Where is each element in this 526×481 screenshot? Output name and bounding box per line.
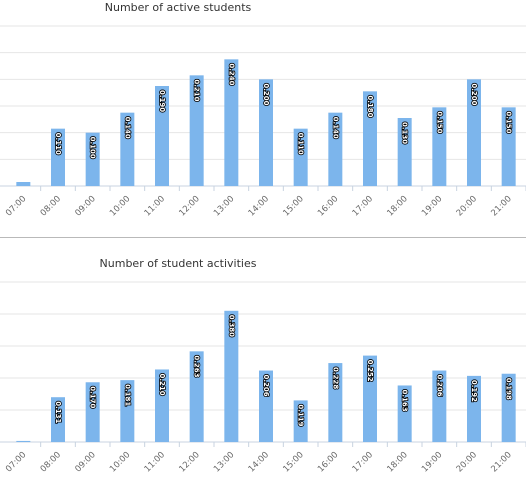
- bar[interactable]: [397, 118, 412, 186]
- bar[interactable]: [363, 91, 377, 186]
- bar[interactable]: [293, 400, 308, 442]
- x-tick-label: 21:00: [489, 194, 513, 218]
- x-tick-label: 14:00: [247, 450, 271, 474]
- x-tick-label: 17:00: [351, 194, 375, 218]
- bar[interactable]: [328, 112, 343, 186]
- x-tick-label: 07:00: [4, 450, 28, 474]
- data-label: 0.200: [470, 83, 478, 105]
- bar[interactable]: [397, 385, 412, 442]
- bar[interactable]: [51, 397, 65, 442]
- x-tick-label: 10:00: [108, 450, 132, 474]
- data-label: 0.190: [158, 90, 166, 112]
- bar[interactable]: [224, 59, 239, 187]
- bar[interactable]: [432, 107, 447, 186]
- data-label: 0.263: [193, 355, 201, 377]
- x-tick-label: 13:00: [212, 194, 236, 218]
- data-label: 0.100: [89, 137, 97, 159]
- bar[interactable]: [501, 107, 516, 186]
- bar[interactable]: [501, 373, 516, 442]
- bar[interactable]: [155, 86, 169, 186]
- x-tick-label: 07:00: [4, 194, 28, 218]
- x-tick-label: 11:00: [143, 194, 167, 218]
- data-label: 0.380: [227, 315, 235, 337]
- x-tick-label: 08:00: [39, 450, 63, 474]
- data-label: 0.131: [54, 401, 62, 423]
- bar[interactable]: [85, 132, 100, 186]
- bar[interactable]: [467, 375, 481, 442]
- active-students-plot: 07:00 08:00 0.110 09:00 0.100 10:00 0.140 11:00…: [0, 25, 526, 218]
- x-tick-label: 08:00: [39, 194, 63, 218]
- data-label: 0.206: [435, 375, 443, 397]
- bar[interactable]: [189, 351, 204, 442]
- x-tick-label: 09:00: [73, 450, 97, 474]
- data-label: 0.140: [331, 117, 339, 139]
- x-tick-label: 20:00: [455, 194, 479, 218]
- bar[interactable]: [224, 310, 239, 442]
- x-tick-label: 19:00: [420, 450, 444, 474]
- data-label: 0.252: [366, 360, 374, 382]
- bar[interactable]: [293, 128, 308, 186]
- bar[interactable]: [259, 79, 273, 186]
- data-label: 0.180: [366, 95, 374, 117]
- data-label: 0.192: [470, 380, 478, 402]
- bar[interactable]: [259, 370, 273, 442]
- student-activities-plot: 07:00 08:00 0.131 09:00 0.170 10:00 0.181 11:00…: [0, 281, 526, 474]
- data-label: 0.130: [401, 122, 409, 144]
- x-tick-label: 16:00: [316, 194, 340, 218]
- chart-title: Number of active students: [104, 1, 252, 14]
- bar[interactable]: [85, 382, 100, 442]
- bar[interactable]: [16, 440, 31, 442]
- data-label: 0.150: [505, 111, 513, 133]
- data-label: 0.163: [401, 389, 409, 411]
- bar[interactable]: [51, 128, 65, 186]
- chart-title: Number of student activities: [99, 257, 257, 270]
- x-tick-label: 20:00: [455, 450, 479, 474]
- data-label: 0.181: [123, 384, 131, 406]
- x-tick-label: 09:00: [73, 194, 97, 218]
- chart-divider: [0, 237, 526, 238]
- x-tick-label: 18:00: [385, 194, 409, 218]
- data-label: 0.110: [297, 133, 305, 155]
- bar[interactable]: [189, 75, 204, 186]
- x-tick-label: 15:00: [281, 194, 305, 218]
- bar[interactable]: [363, 355, 377, 442]
- data-label: 0.210: [193, 79, 201, 101]
- active-students-chart: Number of active students 07:00 08:00 0.11…: [0, 0, 526, 232]
- data-label: 0.240: [227, 63, 235, 85]
- x-tick-label: 18:00: [385, 450, 409, 474]
- student-activities-chart: Number of student activities 07:00 08:00 0…: [0, 240, 526, 481]
- bar[interactable]: [328, 363, 343, 442]
- bar[interactable]: [467, 79, 481, 186]
- data-label: 0.206: [262, 375, 270, 397]
- data-label: 0.200: [262, 83, 270, 105]
- x-tick-label: 17:00: [351, 450, 375, 474]
- bar[interactable]: [120, 380, 135, 442]
- data-label: 0.119: [297, 404, 305, 426]
- bar[interactable]: [432, 370, 447, 442]
- data-label: 0.198: [505, 378, 513, 400]
- x-tick-label: 14:00: [247, 194, 271, 218]
- bar[interactable]: [120, 112, 135, 186]
- x-tick-label: 12:00: [177, 194, 201, 218]
- x-tick-label: 11:00: [143, 450, 167, 474]
- x-tick-label: 13:00: [212, 450, 236, 474]
- data-label: 0.228: [331, 367, 339, 389]
- data-label: 0.110: [54, 133, 62, 155]
- data-label: 0.170: [89, 386, 97, 408]
- data-label: 0.140: [123, 117, 131, 139]
- x-tick-label: 21:00: [489, 450, 513, 474]
- x-tick-label: 10:00: [108, 194, 132, 218]
- data-label: 0.150: [435, 111, 443, 133]
- x-tick-label: 12:00: [177, 450, 201, 474]
- data-label: 0.210: [158, 373, 166, 395]
- x-tick-label: 15:00: [281, 450, 305, 474]
- bar[interactable]: [16, 182, 31, 186]
- x-tick-label: 19:00: [420, 194, 444, 218]
- x-tick-label: 16:00: [316, 450, 340, 474]
- bar[interactable]: [155, 369, 169, 442]
